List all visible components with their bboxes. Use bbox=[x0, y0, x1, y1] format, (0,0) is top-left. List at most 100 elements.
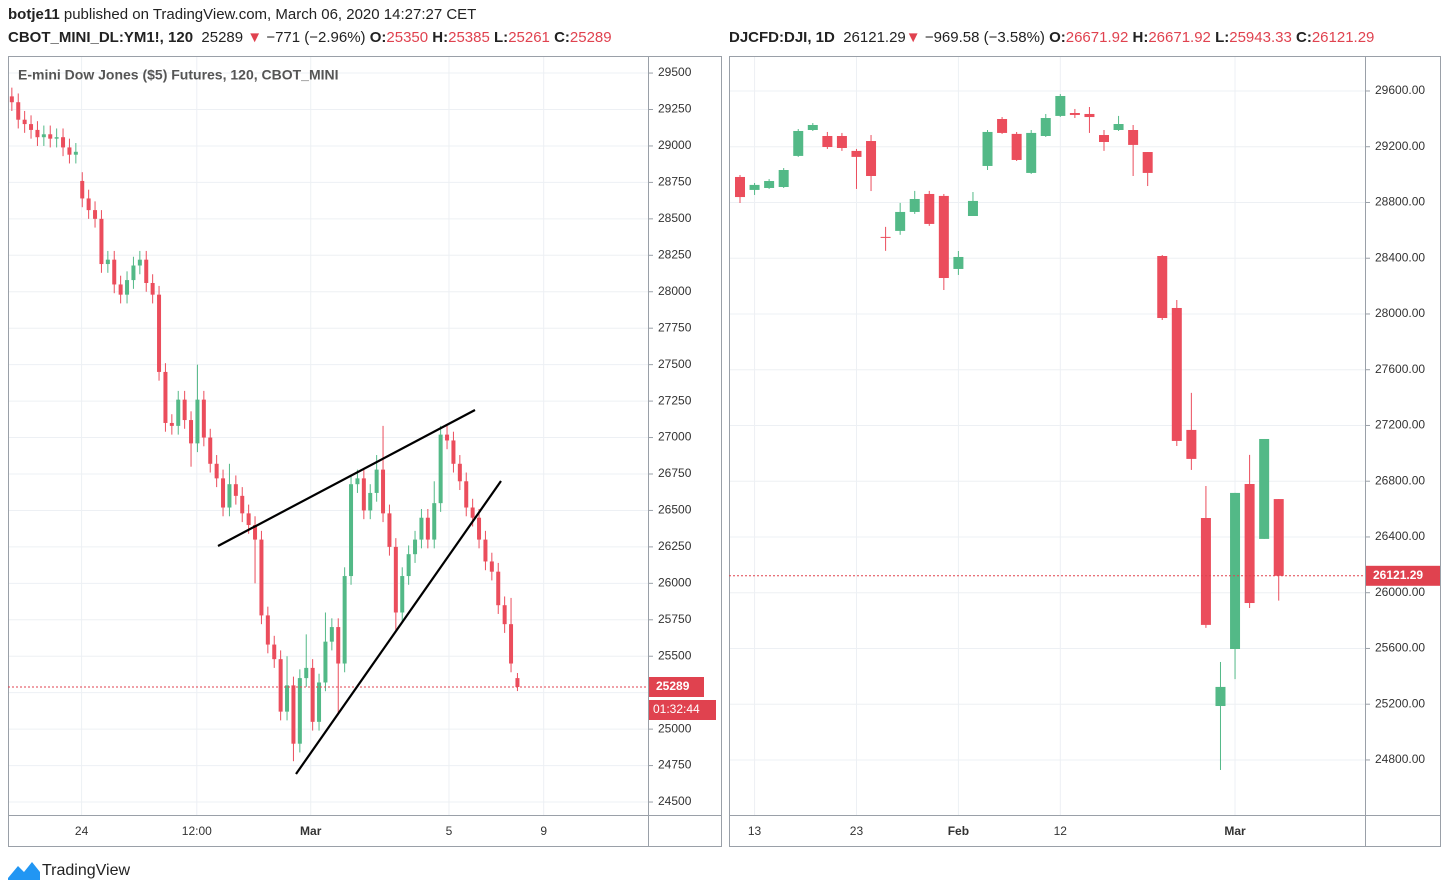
candle-body bbox=[272, 644, 277, 660]
x-tick-label: Feb bbox=[948, 824, 969, 838]
y-tick-label: 25500 bbox=[658, 648, 692, 662]
candle-body bbox=[1069, 113, 1080, 115]
candle-body bbox=[73, 151, 78, 155]
candle-body bbox=[489, 561, 494, 572]
candle-body bbox=[9, 96, 14, 103]
change: −771 (−2.96%) bbox=[266, 29, 366, 46]
candle-body bbox=[400, 576, 405, 613]
candle-body bbox=[323, 641, 328, 683]
candle-body bbox=[1084, 113, 1095, 118]
candle-body bbox=[895, 211, 906, 231]
y-tick-label: 26800.00 bbox=[1375, 473, 1425, 487]
candle-body bbox=[1142, 152, 1153, 173]
y-tick-label: 26000 bbox=[658, 576, 692, 590]
y-tick-label: 25200.00 bbox=[1375, 696, 1425, 710]
candle-body bbox=[349, 484, 354, 577]
y-tick-label: 27000 bbox=[658, 430, 692, 444]
candle-body bbox=[982, 131, 993, 166]
l-label: L: bbox=[1215, 29, 1230, 46]
candle-body bbox=[1259, 438, 1270, 539]
candle-body bbox=[41, 134, 46, 138]
c-value: 26121.29 bbox=[1311, 29, 1375, 46]
y-tick-label: 29000 bbox=[658, 138, 692, 152]
candle-body bbox=[1186, 429, 1197, 459]
x-tick-label: 12:00 bbox=[182, 824, 212, 838]
y-tick-label: 29200.00 bbox=[1375, 139, 1425, 153]
candle-body bbox=[807, 124, 818, 131]
candle-body bbox=[938, 195, 949, 279]
wedge-upper bbox=[217, 409, 476, 547]
l-label: L: bbox=[494, 29, 509, 46]
chart-title: E-mini Dow Jones ($5) Futures, 120, CBOT… bbox=[18, 67, 339, 83]
candle-body bbox=[749, 184, 760, 190]
y-tick-label: 27750 bbox=[658, 320, 692, 334]
y-tick-label: 25000 bbox=[658, 721, 692, 735]
left-panel-border bbox=[8, 56, 722, 847]
candle-body bbox=[967, 200, 978, 216]
candle-body bbox=[502, 605, 507, 625]
candle-body bbox=[496, 571, 501, 606]
candle-body bbox=[1055, 95, 1066, 116]
candle-body bbox=[483, 539, 488, 562]
candle-body bbox=[189, 420, 194, 444]
change: −969.58 (−3.58%) bbox=[924, 29, 1045, 46]
candle-body bbox=[22, 119, 27, 125]
x-tick-label: 12 bbox=[1054, 824, 1068, 838]
candle-body bbox=[1128, 130, 1139, 145]
y-tick-label: 29500 bbox=[658, 65, 692, 79]
y-tick-label: 26750 bbox=[658, 466, 692, 480]
candle-body bbox=[515, 678, 520, 687]
candle-body bbox=[393, 546, 398, 613]
down-arrow: ▼ bbox=[247, 29, 263, 46]
candle-body bbox=[169, 422, 174, 426]
candle-body bbox=[470, 507, 475, 518]
left-quote: CBOT_MINI_DL:YM1!, 120 25289 ▼ −771 (−2.… bbox=[8, 29, 612, 46]
countdown: 01:32:44 bbox=[653, 702, 700, 716]
candle-body bbox=[336, 627, 341, 664]
candle-body bbox=[16, 102, 21, 120]
candle-body bbox=[29, 124, 34, 130]
candle-body bbox=[778, 170, 789, 188]
symbol: DJCFD:DJI, 1D bbox=[729, 29, 835, 46]
y-tick-label: 27200.00 bbox=[1375, 418, 1425, 432]
candle-body bbox=[355, 478, 360, 485]
y-tick-label: 24800.00 bbox=[1375, 752, 1425, 766]
candle-body bbox=[240, 495, 245, 514]
y-tick-label: 28000 bbox=[658, 284, 692, 298]
candle-body bbox=[131, 265, 136, 281]
candle-body bbox=[1040, 118, 1051, 136]
candle-body bbox=[464, 481, 469, 508]
y-tick-label: 25600.00 bbox=[1375, 641, 1425, 655]
y-tick-label: 28500 bbox=[658, 211, 692, 225]
last-price-box bbox=[1366, 565, 1440, 586]
candle-body bbox=[265, 615, 270, 645]
brand: TradingView bbox=[42, 862, 130, 879]
candle-body bbox=[451, 440, 456, 464]
candle-body bbox=[150, 283, 155, 295]
candle-body bbox=[374, 469, 379, 493]
h-value: 26671.92 bbox=[1148, 29, 1211, 46]
candle-body bbox=[1026, 132, 1037, 173]
y-tick-label: 29600.00 bbox=[1375, 83, 1425, 97]
candle-body bbox=[1200, 518, 1211, 625]
y-tick-label: 28750 bbox=[658, 175, 692, 189]
l-value: 25261 bbox=[508, 29, 550, 46]
candle-body bbox=[35, 129, 40, 138]
l-value: 25943.33 bbox=[1229, 29, 1292, 46]
c-label: C: bbox=[1296, 29, 1312, 46]
candle-body bbox=[182, 399, 187, 421]
publish-line: botje11 published on TradingView.com, Ma… bbox=[8, 6, 476, 23]
right-quote: DJCFD:DJI, 1D 26121.29▼ −969.58 (−3.58%)… bbox=[729, 29, 1374, 46]
right-panel-border bbox=[729, 56, 1441, 847]
x-tick-label: 23 bbox=[850, 824, 864, 838]
candle-body bbox=[1099, 135, 1109, 142]
candle-body bbox=[201, 399, 206, 438]
candle-body bbox=[317, 682, 322, 722]
x-tick-label: 24 bbox=[75, 824, 89, 838]
last-price-label: 25289 bbox=[656, 679, 690, 693]
candle-body bbox=[233, 484, 238, 496]
candle-body bbox=[457, 463, 462, 482]
o-value: 26671.92 bbox=[1065, 29, 1129, 46]
